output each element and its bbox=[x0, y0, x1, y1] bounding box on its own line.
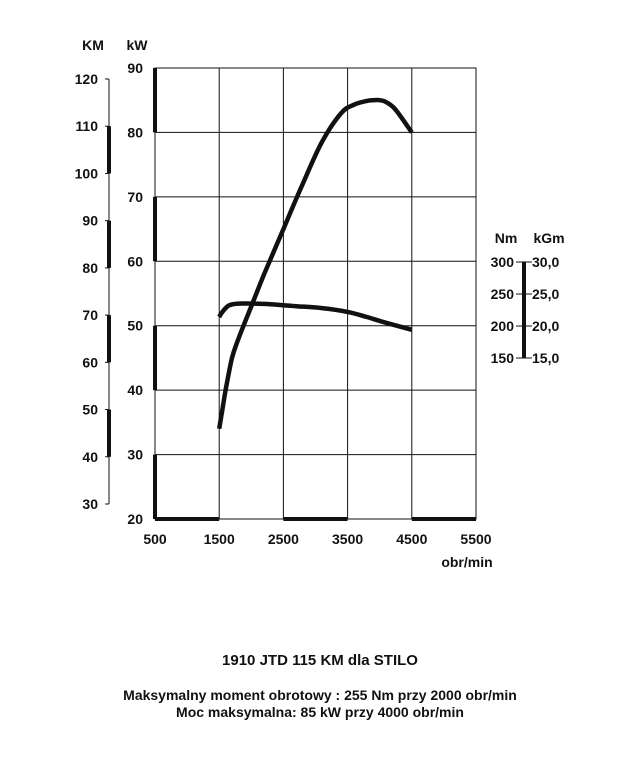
km-tick-label: 80 bbox=[82, 260, 98, 276]
kw-tick-label: 70 bbox=[127, 189, 143, 205]
rpm-tick-label: 2500 bbox=[268, 531, 299, 547]
max-power-note: Moc maksymalna: 85 kW przy 4000 obr/min bbox=[176, 704, 464, 720]
kw-tick-label: 50 bbox=[127, 318, 143, 334]
rpm-tick-label: 3500 bbox=[332, 531, 363, 547]
nm-axis-unit: Nm bbox=[495, 230, 518, 246]
nm-tick-label: 250 bbox=[491, 286, 515, 302]
km-tick-label: 110 bbox=[75, 118, 98, 134]
chart-captions: 1910 JTD 115 KM dla STILO Maksymalny mom… bbox=[0, 652, 640, 721]
chart-axes bbox=[105, 68, 532, 521]
rpm-tick-label: 500 bbox=[143, 531, 167, 547]
km-tick-label: 60 bbox=[82, 354, 98, 370]
kw-tick-label: 40 bbox=[127, 382, 143, 398]
max-torque-note: Maksymalny moment obrotowy : 255 Nm przy… bbox=[123, 687, 517, 703]
km-tick-label: 90 bbox=[82, 213, 98, 229]
kw-tick-label: 30 bbox=[127, 447, 143, 463]
kgm-axis-unit: kGm bbox=[533, 230, 564, 246]
kgm-tick-label: 15,0 bbox=[532, 350, 559, 366]
km-tick-label: 40 bbox=[82, 449, 98, 465]
kgm-tick-label: 20,0 bbox=[532, 318, 559, 334]
plot-frame bbox=[154, 67, 477, 520]
kgm-tick-label: 25,0 bbox=[532, 286, 559, 302]
power-curve bbox=[216, 97, 414, 430]
km-tick-label: 30 bbox=[82, 496, 98, 512]
rpm-tick-label: 1500 bbox=[204, 531, 235, 547]
nm-tick-label: 150 bbox=[491, 350, 515, 366]
power-torque-chart: 30 40 50 60 70 80 90 100 110 120 20 30 40 50 60 70 80 90 5… bbox=[75, 37, 565, 570]
km-tick-label: 50 bbox=[82, 402, 98, 418]
km-axis-unit: KM bbox=[82, 37, 104, 53]
torque-curve bbox=[217, 301, 413, 332]
kgm-tick-label: 30,0 bbox=[532, 254, 559, 270]
chart-grid bbox=[154, 67, 477, 520]
km-tick-label: 100 bbox=[75, 165, 99, 181]
chart-series bbox=[216, 97, 414, 430]
rpm-tick-label: 4500 bbox=[396, 531, 427, 547]
kw-axis-unit: kW bbox=[127, 37, 149, 53]
km-tick-label: 120 bbox=[75, 71, 99, 87]
chart-title: 1910 JTD 115 KM dla STILO bbox=[222, 652, 418, 669]
nm-tick-label: 300 bbox=[491, 254, 515, 270]
x-axis-label: obr/min bbox=[441, 554, 492, 570]
kw-tick-label: 90 bbox=[127, 60, 143, 76]
kw-tick-label: 60 bbox=[127, 253, 143, 269]
rpm-tick-label: 5500 bbox=[460, 531, 491, 547]
km-tick-label: 70 bbox=[82, 307, 98, 323]
kw-tick-label: 20 bbox=[127, 511, 143, 527]
kw-tick-label: 80 bbox=[127, 124, 143, 140]
chart-tick-labels: 30 40 50 60 70 80 90 100 110 120 20 30 40 50 60 70 80 90 5… bbox=[75, 60, 560, 547]
nm-tick-label: 200 bbox=[491, 318, 515, 334]
